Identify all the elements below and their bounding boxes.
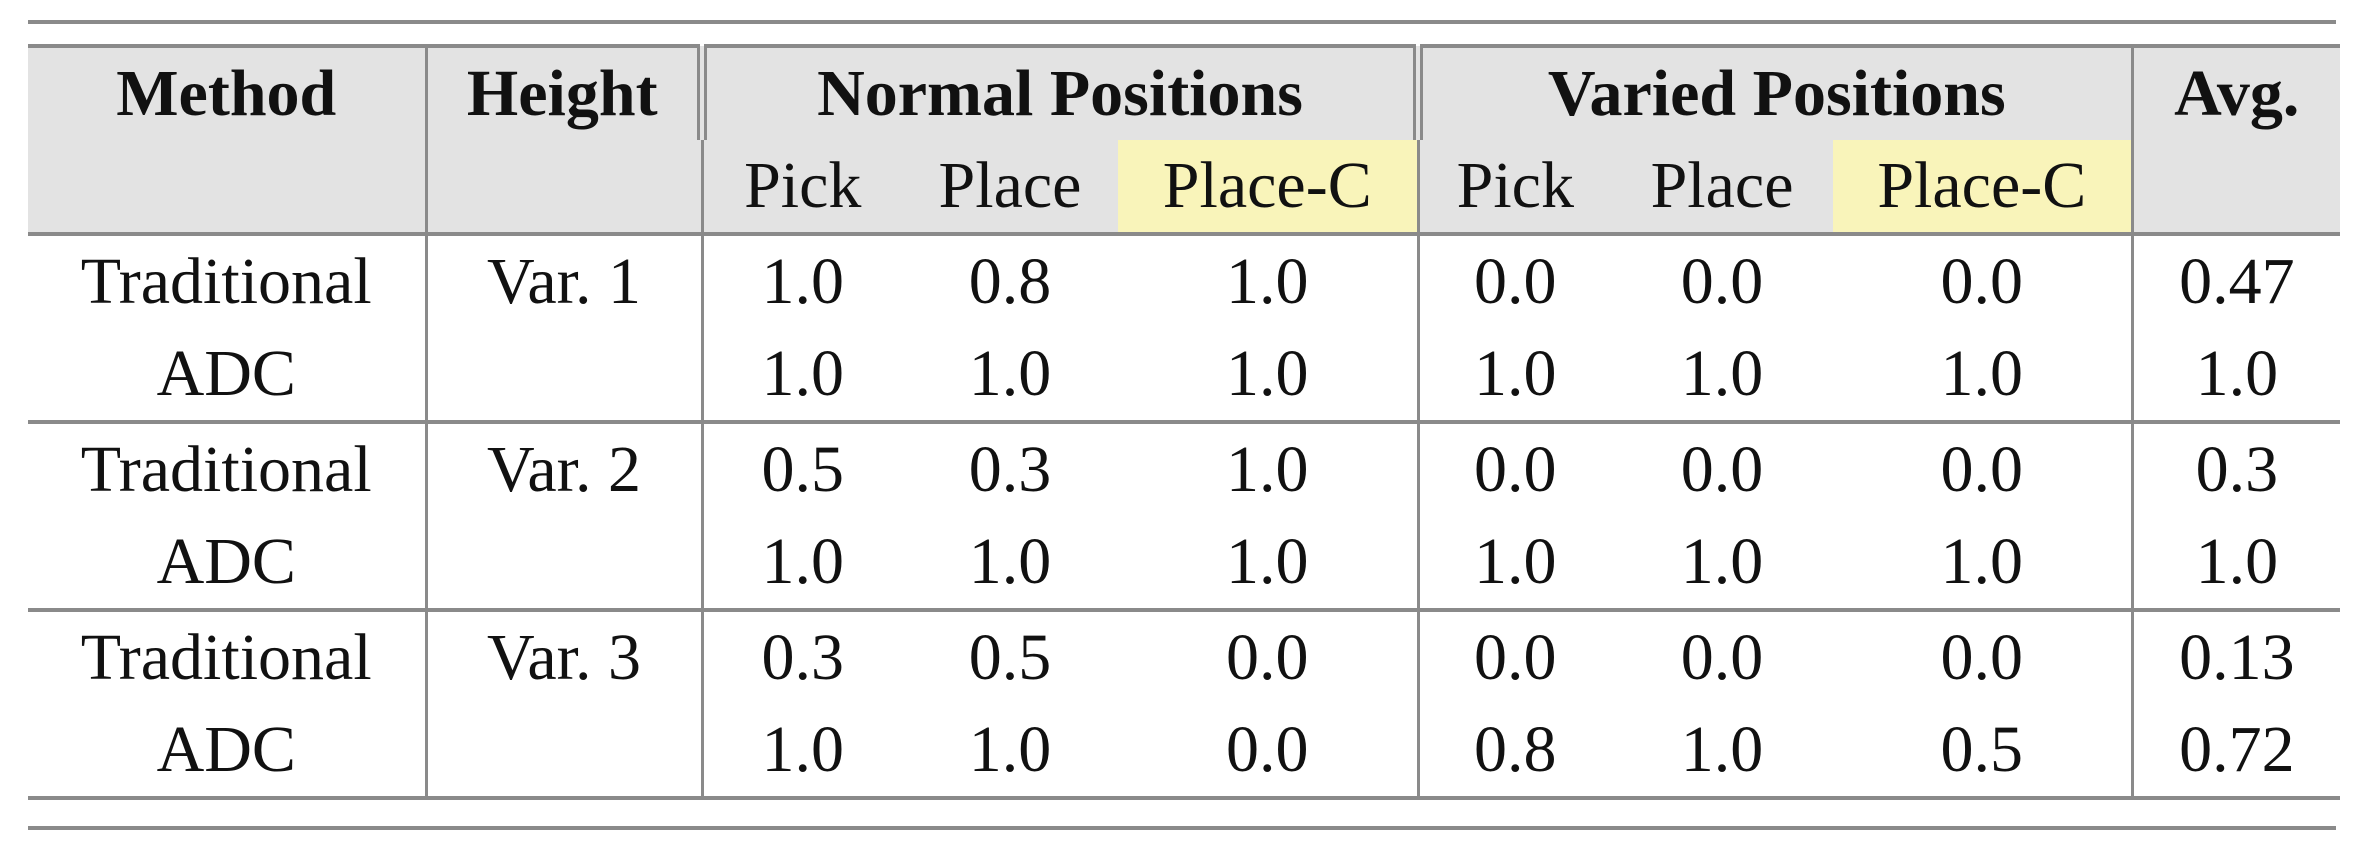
cell-method: ADC <box>28 328 426 422</box>
subheader-normal-place: Place <box>902 140 1118 236</box>
subheader-normal-pick: Pick <box>700 140 902 236</box>
cell-varied-pick: 0.8 <box>1416 704 1612 798</box>
cell-normal-place: 0.8 <box>902 232 1118 328</box>
cell-avg: 1.0 <box>2130 328 2341 422</box>
cell-normal-place: 1.0 <box>902 704 1118 798</box>
cell-varied-place-c: 0.5 <box>1833 704 2133 798</box>
cell-method: ADC <box>28 516 426 610</box>
cell-avg: 0.47 <box>2130 232 2341 328</box>
cell-varied-pick: 1.0 <box>1416 516 1612 610</box>
cell-normal-place-c: 1.0 <box>1118 232 1419 328</box>
cell-avg: 0.13 <box>2130 608 2341 704</box>
table-row-traditional-var1: Traditional Var. 1 1.0 0.8 1.0 0.0 0.0 0… <box>28 232 2341 328</box>
cell-method: Traditional <box>28 608 426 704</box>
table-row-traditional-var3: Traditional Var. 3 0.3 0.5 0.0 0.0 0.0 0… <box>28 608 2341 704</box>
header-avg: Avg. <box>2130 46 2341 140</box>
cell-normal-pick: 0.3 <box>700 608 902 704</box>
cell-method: Traditional <box>28 420 426 516</box>
subheader-avg-empty <box>2130 140 2341 236</box>
subheader-varied-pick: Pick <box>1416 140 1612 236</box>
cell-normal-place-c: 1.0 <box>1118 516 1419 610</box>
table-row-adc-var2: ADC 1.0 1.0 1.0 1.0 1.0 1.0 1.0 <box>28 516 2341 610</box>
header-group-normal-positions: Normal Positions <box>696 46 1419 140</box>
cell-normal-pick: 0.5 <box>700 420 902 516</box>
table-body: Traditional Var. 1 1.0 0.8 1.0 0.0 0.0 0… <box>28 232 2341 798</box>
cell-normal-place-c: 0.0 <box>1118 608 1419 704</box>
cell-normal-pick: 1.0 <box>700 328 902 422</box>
cell-normal-pick: 1.0 <box>700 516 902 610</box>
cell-normal-place-c: 1.0 <box>1118 420 1419 516</box>
cell-height <box>424 516 702 610</box>
subheader-varied-place-c-highlighted: Place-C <box>1833 140 2133 236</box>
cell-normal-place: 0.3 <box>902 420 1118 516</box>
cell-avg: 0.72 <box>2130 704 2341 798</box>
cell-height <box>424 328 702 422</box>
table-row-traditional-var2: Traditional Var. 2 0.5 0.3 1.0 0.0 0.0 0… <box>28 420 2341 516</box>
cell-varied-place-c: 1.0 <box>1833 516 2133 610</box>
cell-normal-place: 1.0 <box>902 328 1118 422</box>
bottom-rule <box>28 826 2336 830</box>
cell-method: ADC <box>28 704 426 798</box>
cell-height: Var. 2 <box>424 420 702 516</box>
cell-varied-place: 1.0 <box>1611 328 1834 422</box>
table-header: Method Height Normal Positions Varied Po… <box>28 46 2341 236</box>
cell-height: Var. 1 <box>424 232 702 328</box>
cell-varied-pick: 0.0 <box>1416 420 1612 516</box>
cell-varied-place-c: 1.0 <box>1833 328 2133 422</box>
subheader-varied-place: Place <box>1611 140 1834 236</box>
results-table: Method Height Normal Positions Varied Po… <box>28 44 2341 800</box>
cell-normal-pick: 1.0 <box>700 704 902 798</box>
cell-varied-place-c: 0.0 <box>1833 608 2133 704</box>
cell-varied-place: 0.0 <box>1611 420 1834 516</box>
cell-varied-place: 1.0 <box>1611 516 1834 610</box>
top-rule <box>28 20 2336 24</box>
subheader-normal-place-c-highlighted: Place-C <box>1118 140 1419 236</box>
cell-height <box>424 704 702 798</box>
header-row-groups: Method Height Normal Positions Varied Po… <box>28 46 2341 140</box>
cell-varied-pick: 1.0 <box>1416 328 1612 422</box>
cell-avg: 0.3 <box>2130 420 2341 516</box>
cell-avg: 1.0 <box>2130 516 2341 610</box>
header-row-subcolumns: Pick Place Place-C Pick Place Place-C <box>28 140 2341 236</box>
cell-varied-place-c: 0.0 <box>1833 420 2133 516</box>
table-row-adc-var3: ADC 1.0 1.0 0.0 0.8 1.0 0.5 0.72 <box>28 704 2341 798</box>
cell-varied-place: 0.0 <box>1611 232 1834 328</box>
subheader-height-empty <box>424 140 702 236</box>
header-group-varied-positions: Varied Positions <box>1413 46 2133 140</box>
cell-normal-place-c: 1.0 <box>1118 328 1419 422</box>
cell-normal-place: 0.5 <box>902 608 1118 704</box>
subheader-method-empty <box>28 140 426 236</box>
table-row-adc-var1: ADC 1.0 1.0 1.0 1.0 1.0 1.0 1.0 <box>28 328 2341 422</box>
cell-method: Traditional <box>28 232 426 328</box>
cell-varied-place: 0.0 <box>1611 608 1834 704</box>
cell-varied-place-c: 0.0 <box>1833 232 2133 328</box>
cell-height: Var. 3 <box>424 608 702 704</box>
header-height: Height <box>424 46 702 140</box>
header-method: Method <box>28 46 426 140</box>
cell-normal-place-c: 0.0 <box>1118 704 1419 798</box>
cell-varied-pick: 0.0 <box>1416 608 1612 704</box>
cell-varied-place: 1.0 <box>1611 704 1834 798</box>
cell-normal-pick: 1.0 <box>700 232 902 328</box>
cell-varied-pick: 0.0 <box>1416 232 1612 328</box>
cell-normal-place: 1.0 <box>902 516 1118 610</box>
